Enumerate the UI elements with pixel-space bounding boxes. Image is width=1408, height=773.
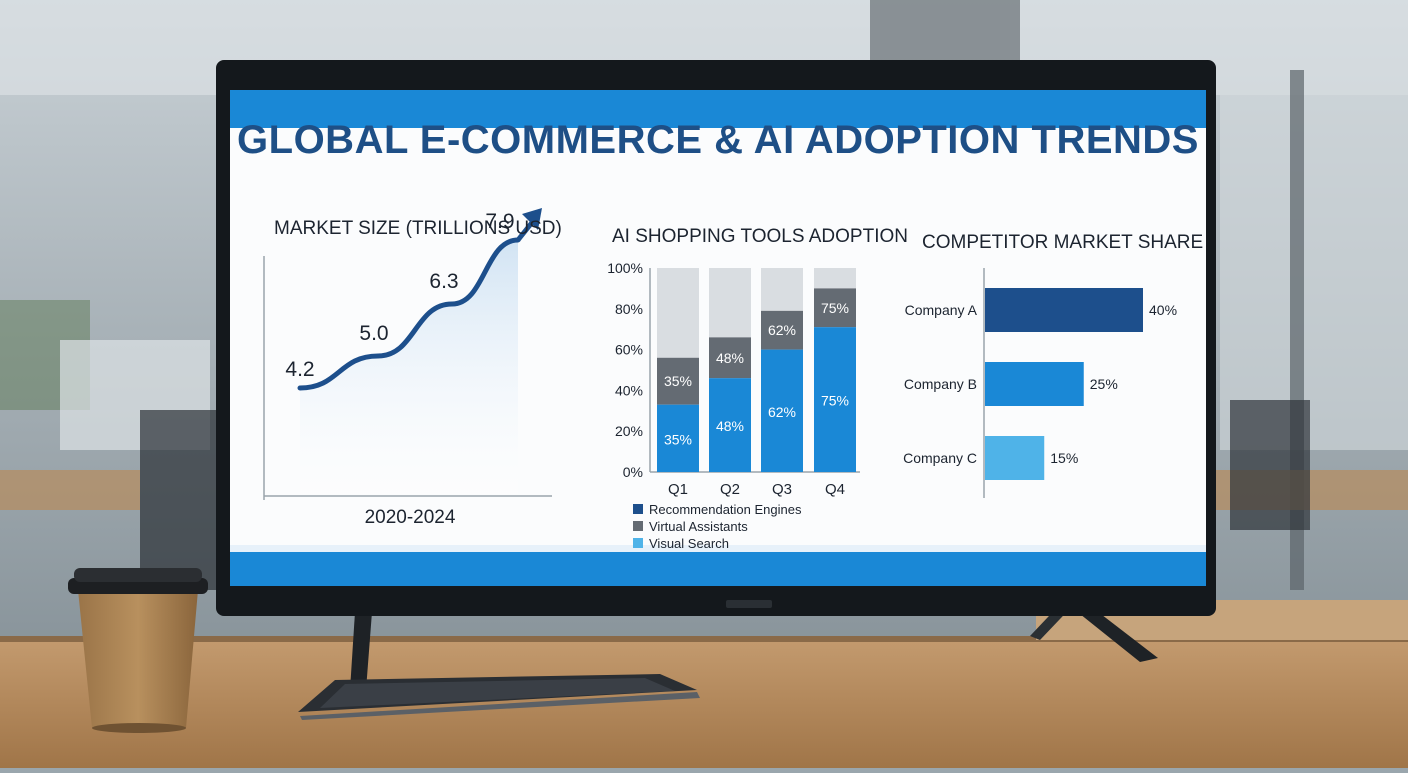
ai-adoption-value-label: 75% xyxy=(821,300,849,316)
ai-adoption-y-tick-label: 100% xyxy=(607,260,643,276)
market-size-value-label: 7.9 xyxy=(485,210,514,233)
competitor-category-label: Company A xyxy=(905,302,978,318)
ai-adoption-bar-remainder xyxy=(814,268,856,289)
ai-adoption-title: AI SHOPPING TOOLS ADOPTION xyxy=(612,226,908,247)
legend-swatch-visual-search xyxy=(633,538,643,548)
market-size-value-label: 5.0 xyxy=(359,322,388,345)
competitor-share-chart: Company A 40% Company B 25% Company C 15% xyxy=(903,268,1177,498)
ai-adoption-category-label: Q3 xyxy=(772,481,792,498)
ai-adoption-chart: 0% 20% 40% 60% 80% 100% 35% 35% Q1 48% 48% Q2 62% 62%… xyxy=(607,260,860,498)
top-accent-bar xyxy=(230,90,1206,128)
legend-swatch-recommendation-engines xyxy=(633,504,643,514)
coffee-cup xyxy=(68,568,208,733)
market-size-chart: 4.2 5.0 6.3 7.9 xyxy=(263,208,552,500)
ai-adoption-value-label: 75% xyxy=(821,393,849,409)
ai-adoption-value-label: 62% xyxy=(768,404,796,420)
market-size-value-label: 6.3 xyxy=(429,270,458,293)
ai-adoption-bar-virtual-assistants xyxy=(814,288,856,328)
ai-adoption-bar-virtual-assistants xyxy=(657,357,699,405)
monitor-screen: 4.2 5.0 6.3 7.9 2020-2024 0% 20% 40% 60% 80% 100… xyxy=(230,90,1206,586)
ai-adoption-bar-remainder xyxy=(657,268,699,358)
market-size-x-label: 2020-2024 xyxy=(365,507,456,528)
market-size-arrow-head xyxy=(522,208,542,230)
monitor-stand-left xyxy=(350,612,372,690)
ai-adoption-category-label: Q4 xyxy=(825,481,845,498)
ai-adoption-y-tick-label: 0% xyxy=(623,464,643,480)
bottom-accent-bar xyxy=(230,552,1206,586)
ai-adoption-category-label: Q2 xyxy=(720,481,740,498)
competitor-bar xyxy=(985,288,1143,332)
competitor-share-title: COMPETITOR MARKET SHARE xyxy=(922,232,1204,253)
ai-adoption-y-tick-label: 40% xyxy=(615,382,643,398)
slide-title: GLOBAL E-COMMERCE & AI ADOPTION TRENDS xyxy=(237,118,1199,162)
ai-adoption-legend: Recommendation Engines Virtual Assistant… xyxy=(633,502,802,551)
ai-adoption-bar-virtual-assistants xyxy=(709,337,751,379)
ai-adoption-value-label: 62% xyxy=(768,322,796,338)
ai-adoption-value-label: 48% xyxy=(716,418,744,434)
ai-adoption-value-label: 35% xyxy=(664,373,692,389)
competitor-bar xyxy=(985,436,1045,480)
competitor-value-label: 40% xyxy=(1149,302,1177,318)
legend-label-virtual-assistants: Virtual Assistants xyxy=(649,519,748,534)
ai-adoption-bar-recommendation-engines xyxy=(761,349,803,472)
ai-adoption-y-tick-label: 20% xyxy=(615,423,643,439)
market-size-title: MARKET SIZE (TRILLIONS USD) xyxy=(274,218,562,239)
ai-adoption-y-tick-label: 60% xyxy=(615,342,643,358)
ai-adoption-bar-remainder xyxy=(761,268,803,311)
ai-adoption-bar-recommendation-engines xyxy=(657,404,699,472)
ai-adoption-bar-virtual-assistants xyxy=(761,310,803,350)
presentation-slide: 4.2 5.0 6.3 7.9 2020-2024 0% 20% 40% 60% 80% 100… xyxy=(230,90,1206,586)
legend-swatch-virtual-assistants xyxy=(633,521,643,531)
market-size-line xyxy=(297,237,521,391)
market-size-value-label: 4.2 xyxy=(285,358,314,381)
ai-adoption-y-tick-label: 80% xyxy=(615,301,643,317)
legend-label-visual-search: Visual Search xyxy=(649,536,729,551)
market-size-arrow-shaft xyxy=(516,218,536,242)
ai-adoption-category-label: Q1 xyxy=(668,481,688,498)
competitor-value-label: 25% xyxy=(1090,376,1118,392)
ai-adoption-bar-recommendation-engines xyxy=(709,378,751,472)
legend-label-recommendation-engines: Recommendation Engines xyxy=(649,502,802,517)
competitor-category-label: Company B xyxy=(904,376,977,392)
competitor-value-label: 15% xyxy=(1050,450,1078,466)
ai-adoption-value-label: 48% xyxy=(716,350,744,366)
ai-adoption-bar-remainder xyxy=(709,268,751,338)
competitor-category-label: Company C xyxy=(903,450,977,466)
competitor-bar xyxy=(985,362,1084,406)
ai-adoption-value-label: 35% xyxy=(664,431,692,447)
ai-adoption-bar-recommendation-engines xyxy=(814,327,856,472)
